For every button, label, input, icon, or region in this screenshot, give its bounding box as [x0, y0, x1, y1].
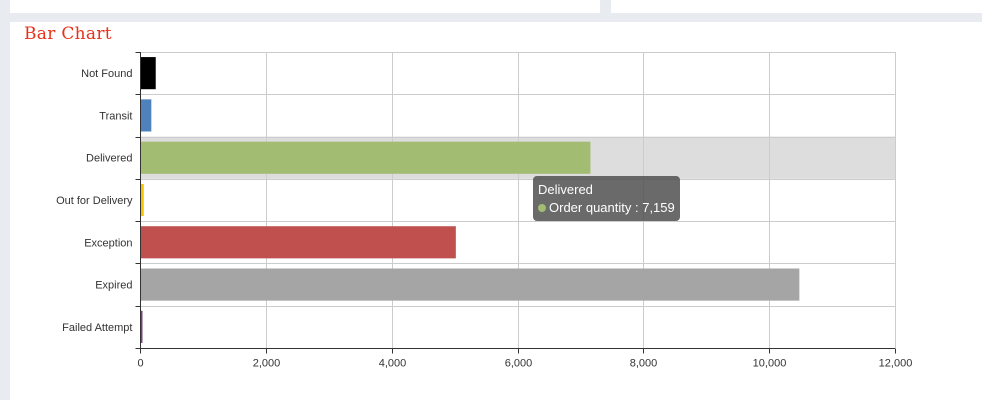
x-tick-label: 4,000	[379, 358, 407, 370]
x-tick-label: 2,000	[253, 358, 281, 370]
x-tick-label: 12,000	[879, 358, 913, 370]
y-category-label: Transit	[99, 110, 132, 122]
bar-chart-plot: 0 2,000 4,000 6,000 8,000 10,000 12,000 Not Fou…	[56, 52, 913, 370]
y-category-label: Exception	[84, 237, 132, 249]
bar-failed-attempt	[141, 310, 143, 343]
top-panel-right	[611, 0, 982, 13]
y-category-label: Out for Delivery	[56, 195, 133, 207]
chart-tooltip: Delivered Order quantity : 7,159	[533, 176, 680, 221]
x-tick-label: 10,000	[753, 358, 787, 370]
bar-not-found	[141, 57, 156, 90]
y-category-label: Failed Attempt	[62, 322, 132, 334]
top-panel-left	[10, 0, 600, 13]
tooltip-series-dot-icon	[538, 204, 546, 212]
bar-delivered	[141, 141, 591, 174]
bar-expired	[141, 268, 800, 301]
x-tick-label: 0	[137, 358, 143, 370]
tooltip-title: Delivered	[538, 182, 593, 197]
tooltip-row: Order quantity : 7,159	[538, 199, 675, 217]
bar-exception	[141, 226, 456, 259]
bar-transit	[141, 99, 152, 132]
x-tick-label: 8,000	[630, 358, 658, 370]
y-category-label: Delivered	[86, 153, 132, 165]
chart-title: Bar Chart	[24, 24, 112, 44]
y-category-label: Expired	[95, 280, 132, 292]
bar-out-for-delivery	[141, 183, 144, 217]
bar-chart-card: 0 2,000 4,000 6,000 8,000 10,000 12,000 Not Fou…	[10, 22, 982, 400]
y-category-label: Not Found	[81, 68, 132, 80]
x-tick-label: 6,000	[505, 358, 533, 370]
tooltip-value: Order quantity : 7,159	[549, 200, 675, 215]
